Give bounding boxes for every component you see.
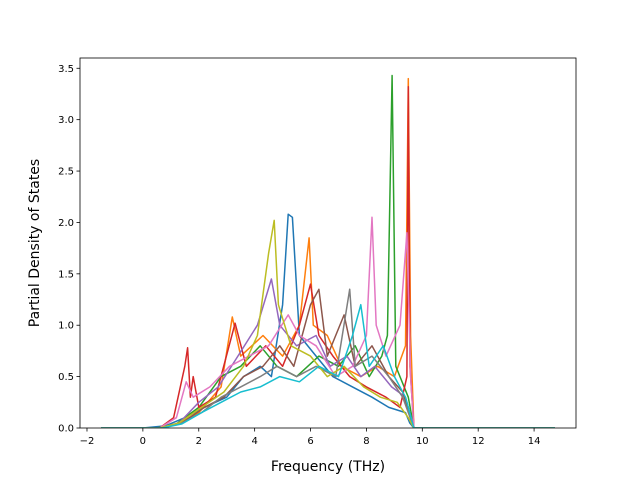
- x-tick-label: 14: [528, 436, 541, 447]
- plot-area: [80, 58, 576, 428]
- series-line: [101, 219, 555, 428]
- x-tick-label: 10: [416, 436, 429, 447]
- series-line: [101, 216, 555, 428]
- y-axis-ticks: 0.0 0.5 1.0 1.5 2.0 2.5 3.0 3.5: [58, 64, 80, 435]
- y-tick-label: 1.5: [58, 269, 74, 280]
- y-tick-label: 2.0: [58, 218, 74, 229]
- y-axis-label: Partial Density of States: [27, 159, 43, 327]
- series-line: [101, 303, 555, 428]
- x-tick-label: 0: [140, 436, 146, 447]
- y-tick-label: 2.5: [58, 167, 74, 178]
- y-tick-label: 1.0: [58, 321, 74, 332]
- x-axis-ticks: −2 0 2 4 6 8 10 12 14: [80, 428, 541, 447]
- x-tick-label: −2: [80, 436, 95, 447]
- y-tick-label: 0.0: [58, 424, 74, 435]
- x-tick-label: 6: [307, 436, 313, 447]
- series-line: [101, 278, 555, 428]
- x-tick-label: 2: [196, 436, 202, 447]
- y-tick-label: 3.0: [58, 115, 74, 126]
- x-tick-label: 4: [251, 436, 257, 447]
- series-line: [101, 74, 555, 428]
- y-tick-label: 3.5: [58, 64, 74, 75]
- series-layer: [101, 74, 555, 428]
- plot-frame: [79, 57, 577, 429]
- x-tick-label: 12: [472, 436, 485, 447]
- x-axis-label: Frequency (THz): [271, 459, 385, 475]
- x-tick-label: 8: [363, 436, 369, 447]
- y-tick-label: 0.5: [58, 372, 74, 383]
